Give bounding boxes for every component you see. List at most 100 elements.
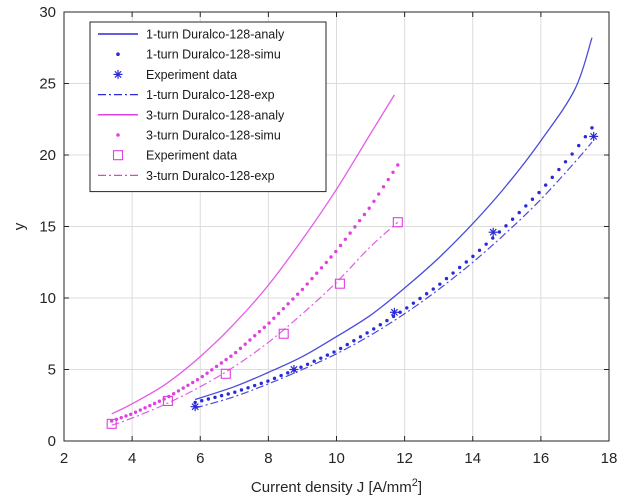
series-8 [111,221,399,426]
series-dot [200,374,204,379]
series-dot [276,311,281,316]
series-dot [299,365,303,369]
legend-label: Experiment data [146,68,237,82]
x-tick-label: 16 [533,450,550,467]
series-dot [405,306,409,310]
series-dot [386,177,390,182]
x-tick-label: 4 [128,450,136,467]
series-dot [353,225,357,229]
series-dot [129,412,133,417]
series-dot [352,338,356,343]
series-dot [348,231,352,235]
data-point [190,402,200,412]
x-tick-label: 12 [396,450,413,467]
legend-entry: 3-turn Duralco-128-simu [116,129,281,143]
ticks [63,11,610,442]
series-dot [281,306,286,311]
legend-entry: 1-turn Duralco-128-exp [98,88,275,102]
series-dot [300,287,305,292]
legend-swatch [112,150,124,161]
series-dot [510,217,515,221]
series-dot [266,379,270,383]
legend-entry: Experiment data [113,68,237,82]
series-dot [444,276,449,281]
legend-entry: 1-turn Duralco-128-simu [116,48,281,62]
series-dot [176,389,181,393]
series-dot [357,218,362,223]
y-tick-label: 20 [39,147,56,164]
series-dot [396,163,400,167]
series-dot [133,410,138,414]
series-2 [193,126,594,405]
series-dot [286,302,290,306]
series-dot [295,292,300,296]
series-dot [319,266,324,270]
data-point [220,368,231,379]
legend-box [89,21,327,193]
series-dot [367,206,371,210]
series-dot [381,185,386,189]
asterisk-stroke [191,403,199,411]
legend-label: 1-turn Duralco-128-exp [146,88,275,102]
series-dot [233,350,238,355]
series-dot [524,204,528,208]
data-point [392,217,403,228]
series-dot [451,271,455,275]
plot-series [106,37,599,429]
asterisk-stroke [290,365,298,374]
series-line [194,141,593,409]
x-tick-label: 6 [196,450,204,467]
y-tick-label: 30 [39,4,56,21]
series-dot [338,346,343,351]
x-tick-labels: 2 4 6 8 10 12 14 16 18 [60,450,618,467]
series-dot [305,282,309,286]
legend-label: 1-turn Duralco-128-analy [146,28,285,42]
series-dot [252,383,257,388]
series-dot [186,383,190,387]
series-dot [200,398,204,403]
series-dot [246,386,250,390]
legend-swatch [116,133,120,137]
legend-swatch [113,69,123,79]
series-dot [315,271,319,275]
series-dot [550,175,554,180]
series-dot [206,397,211,401]
series-dot [213,395,217,400]
x-tick-label: 2 [60,450,68,467]
series-dot [310,276,314,281]
series-dot [143,406,147,410]
series-dot [210,368,214,372]
series-dot [517,210,521,215]
series-dot [377,192,381,196]
series-dot [334,249,338,254]
series-dot [557,167,561,172]
series-dot [431,287,435,291]
series-line [111,221,399,426]
series-dot [171,391,176,396]
series-dot [291,297,295,301]
legend-swatch [116,52,120,56]
series-dot [343,237,348,241]
series-dot [590,126,594,130]
series-dot [372,199,376,203]
grid [63,11,610,442]
series-dot [563,160,568,164]
legend: 1-turn Duralco-128-analy 1-turn Duralco-1… [89,21,327,193]
y-tick-label: 0 [48,433,56,450]
data-point [389,307,399,317]
series-dot [477,248,482,252]
legend-entry: 3-turn Duralco-128-analy [98,108,285,122]
series-dot [338,243,343,248]
series-dot [267,321,271,325]
series-dot [570,152,574,156]
series-dot [418,296,422,301]
series-dot [345,342,349,347]
series-dot [253,334,257,338]
series-4 [194,141,593,409]
series-dot [378,323,383,327]
x-tick-label: 18 [601,450,618,467]
legend-entry: Experiment data [112,149,237,163]
series-dot [491,236,495,240]
series-dot [372,327,376,331]
